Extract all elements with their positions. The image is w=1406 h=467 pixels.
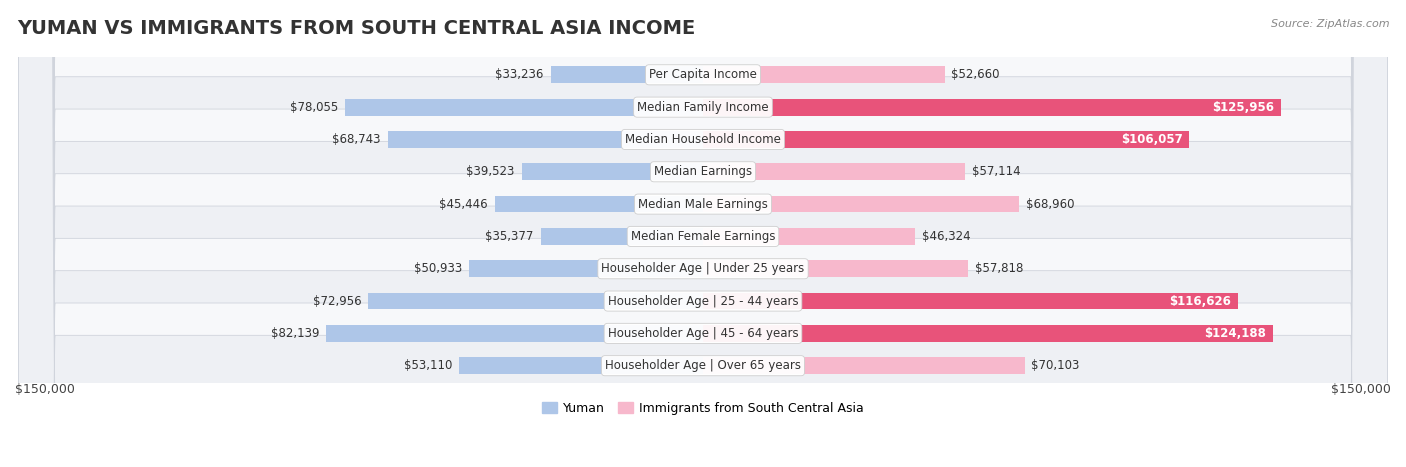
Bar: [522, 163, 703, 180]
Text: YUMAN VS IMMIGRANTS FROM SOUTH CENTRAL ASIA INCOME: YUMAN VS IMMIGRANTS FROM SOUTH CENTRAL A…: [17, 19, 695, 38]
Text: $53,110: $53,110: [404, 359, 453, 372]
FancyBboxPatch shape: [18, 0, 1388, 467]
Text: $68,743: $68,743: [332, 133, 381, 146]
Text: $82,139: $82,139: [271, 327, 319, 340]
Text: $150,000: $150,000: [1331, 383, 1391, 396]
Text: $116,626: $116,626: [1170, 295, 1232, 308]
FancyBboxPatch shape: [18, 0, 1388, 467]
Text: $106,057: $106,057: [1121, 133, 1182, 146]
FancyBboxPatch shape: [18, 0, 1388, 467]
Text: $72,956: $72,956: [314, 295, 361, 308]
Bar: [388, 131, 703, 148]
Text: $39,523: $39,523: [467, 165, 515, 178]
Bar: [703, 260, 969, 277]
Bar: [551, 66, 703, 83]
Text: $45,446: $45,446: [439, 198, 488, 211]
Text: $33,236: $33,236: [495, 68, 544, 81]
Text: $124,188: $124,188: [1204, 327, 1265, 340]
Bar: [368, 293, 703, 310]
Text: $57,114: $57,114: [972, 165, 1021, 178]
Text: Source: ZipAtlas.com: Source: ZipAtlas.com: [1271, 19, 1389, 28]
Bar: [703, 163, 965, 180]
Bar: [703, 357, 1025, 374]
Bar: [703, 66, 945, 83]
Text: Median Household Income: Median Household Income: [626, 133, 780, 146]
Text: $150,000: $150,000: [15, 383, 75, 396]
Text: Median Family Income: Median Family Income: [637, 100, 769, 113]
Bar: [541, 228, 703, 245]
Legend: Yuman, Immigrants from South Central Asia: Yuman, Immigrants from South Central Asi…: [537, 396, 869, 420]
Bar: [703, 99, 1281, 115]
Bar: [703, 325, 1272, 342]
Text: $50,933: $50,933: [415, 262, 463, 275]
Bar: [460, 357, 703, 374]
Text: Median Male Earnings: Median Male Earnings: [638, 198, 768, 211]
Text: $52,660: $52,660: [952, 68, 1000, 81]
Bar: [495, 196, 703, 212]
Text: Median Female Earnings: Median Female Earnings: [631, 230, 775, 243]
Bar: [344, 99, 703, 115]
Text: Householder Age | 45 - 64 years: Householder Age | 45 - 64 years: [607, 327, 799, 340]
Bar: [703, 131, 1189, 148]
Text: $46,324: $46,324: [922, 230, 972, 243]
FancyBboxPatch shape: [18, 0, 1388, 467]
Text: Householder Age | 25 - 44 years: Householder Age | 25 - 44 years: [607, 295, 799, 308]
FancyBboxPatch shape: [18, 0, 1388, 467]
Text: Householder Age | Under 25 years: Householder Age | Under 25 years: [602, 262, 804, 275]
Text: $57,818: $57,818: [976, 262, 1024, 275]
Bar: [703, 293, 1237, 310]
Text: $35,377: $35,377: [485, 230, 534, 243]
FancyBboxPatch shape: [18, 0, 1388, 467]
Text: $70,103: $70,103: [1032, 359, 1080, 372]
FancyBboxPatch shape: [18, 0, 1388, 467]
Text: Householder Age | Over 65 years: Householder Age | Over 65 years: [605, 359, 801, 372]
FancyBboxPatch shape: [18, 0, 1388, 467]
Text: $125,956: $125,956: [1212, 100, 1274, 113]
Text: $68,960: $68,960: [1026, 198, 1074, 211]
Text: Median Earnings: Median Earnings: [654, 165, 752, 178]
FancyBboxPatch shape: [18, 0, 1388, 467]
Bar: [470, 260, 703, 277]
Bar: [703, 228, 915, 245]
Bar: [703, 196, 1019, 212]
Bar: [326, 325, 703, 342]
FancyBboxPatch shape: [18, 0, 1388, 467]
Text: $78,055: $78,055: [290, 100, 337, 113]
Text: Per Capita Income: Per Capita Income: [650, 68, 756, 81]
